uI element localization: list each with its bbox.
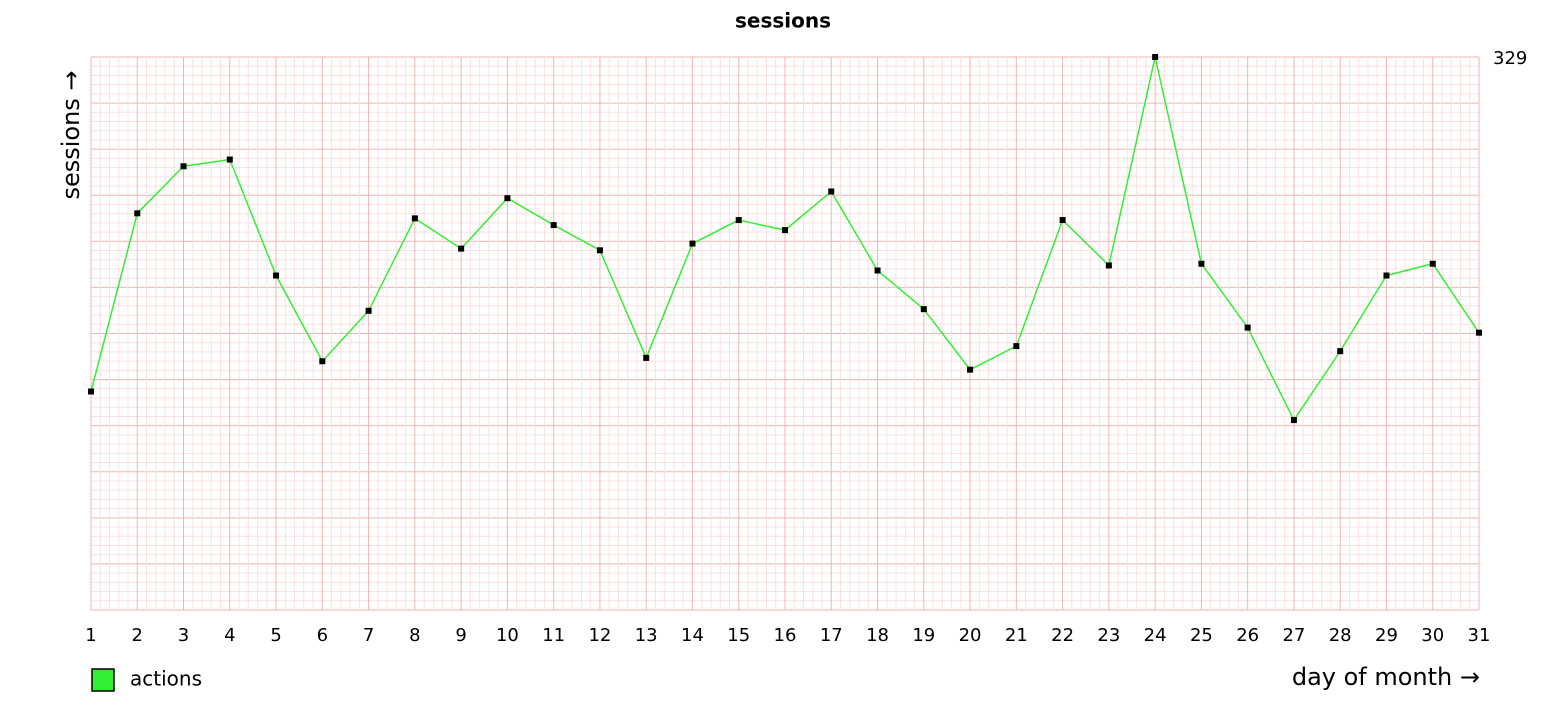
- x-tick-label: 16: [774, 625, 797, 646]
- data-point: [1059, 217, 1066, 224]
- x-tick-label: 15: [727, 625, 750, 646]
- data-point: [920, 306, 927, 313]
- data-point: [411, 215, 418, 222]
- x-tick-label: 29: [1375, 625, 1398, 646]
- x-tick-label: 1: [85, 625, 96, 646]
- x-tick-label: 23: [1097, 625, 1120, 646]
- data-point: [1198, 260, 1205, 267]
- grid: [90, 56, 1480, 611]
- data-point: [596, 247, 603, 254]
- x-tick-label: 19: [912, 625, 935, 646]
- x-tick-label: 22: [1051, 625, 1074, 646]
- data-point: [134, 210, 141, 217]
- x-tick-label: 17: [820, 625, 843, 646]
- x-tick-label: 4: [224, 625, 235, 646]
- x-tick-label: 10: [496, 625, 519, 646]
- x-tick-label: 24: [1144, 625, 1167, 646]
- x-tick-label: 26: [1236, 625, 1259, 646]
- x-tick-label: 8: [409, 625, 420, 646]
- data-point: [1105, 262, 1112, 269]
- data-point: [1383, 272, 1390, 279]
- x-tick-label: 21: [1005, 625, 1028, 646]
- data-point: [1429, 260, 1436, 267]
- x-tick-label: 5: [270, 625, 281, 646]
- data-point: [180, 163, 187, 170]
- x-tick-label: 9: [455, 625, 466, 646]
- data-point: [1476, 329, 1482, 336]
- data-point: [782, 227, 788, 234]
- x-tick-label: 31: [1468, 625, 1491, 646]
- x-tick-label: 6: [317, 625, 328, 646]
- x-tick-label: 2: [132, 625, 143, 646]
- x-tick-label: 30: [1421, 625, 1444, 646]
- x-tick-label: 20: [959, 625, 982, 646]
- legend-swatch: [91, 668, 115, 692]
- data-point: [365, 307, 372, 314]
- data-point: [226, 156, 233, 163]
- x-tick-label: 7: [363, 625, 374, 646]
- data-point: [319, 358, 326, 365]
- data-point: [504, 195, 511, 202]
- data-point: [273, 272, 280, 279]
- data-point: [458, 245, 465, 252]
- legend-label: actions: [130, 667, 202, 691]
- x-tick-label: 25: [1190, 625, 1213, 646]
- data-point: [1152, 54, 1159, 60]
- data-point: [967, 366, 974, 373]
- y-tick-label: 329: [1493, 48, 1527, 69]
- data-point: [689, 240, 696, 247]
- x-tick-label: 14: [681, 625, 704, 646]
- data-point: [643, 354, 650, 361]
- data-point: [1290, 417, 1297, 424]
- x-tick-label: 18: [866, 625, 889, 646]
- data-point: [550, 222, 557, 229]
- x-tick-label: 13: [635, 625, 658, 646]
- chart-title: sessions: [735, 9, 831, 33]
- y-axis-label: sessions →: [57, 70, 85, 199]
- data-point: [735, 217, 742, 224]
- data-point: [1013, 343, 1020, 350]
- x-tick-label: 28: [1329, 625, 1352, 646]
- data-point: [828, 188, 835, 195]
- x-tick-label: 27: [1282, 625, 1305, 646]
- data-point: [1244, 324, 1251, 331]
- data-point: [874, 267, 881, 274]
- data-point: [88, 388, 94, 395]
- x-tick-label: 12: [588, 625, 611, 646]
- x-tick-label: 3: [178, 625, 189, 646]
- data-point: [1337, 348, 1344, 355]
- x-tick-label: 11: [542, 625, 565, 646]
- x-axis-label: day of month →: [1292, 663, 1480, 691]
